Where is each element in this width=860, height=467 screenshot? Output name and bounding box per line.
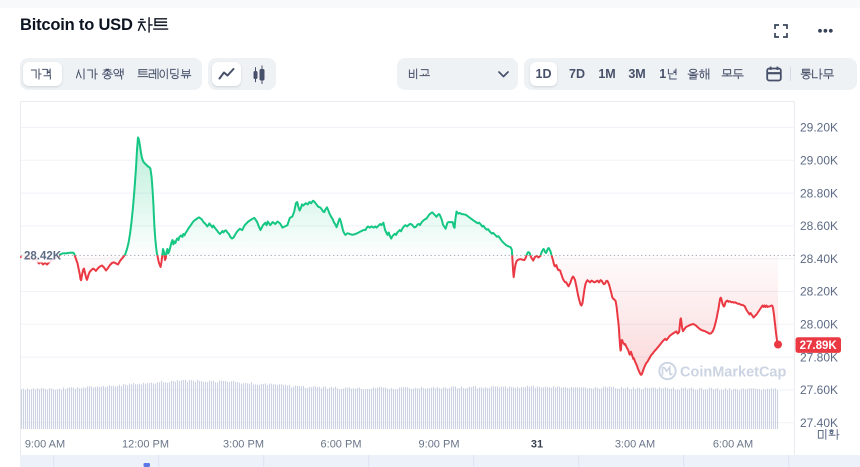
svg-text:28.00K: 28.00K: [800, 318, 838, 332]
svg-text:27.80K: 27.80K: [800, 350, 838, 364]
svg-text:28.20K: 28.20K: [800, 285, 838, 299]
svg-text:29.00K: 29.00K: [800, 154, 838, 168]
svg-text:28.40K: 28.40K: [800, 252, 838, 266]
svg-text:28.60K: 28.60K: [800, 219, 838, 233]
svg-text:12:00 PM: 12:00 PM: [122, 439, 169, 451]
svg-text:3:00 PM: 3:00 PM: [223, 439, 264, 451]
svg-text:9:00 AM: 9:00 AM: [25, 439, 65, 451]
svg-text:31: 31: [531, 439, 543, 451]
svg-text:3:00 AM: 3:00 AM: [615, 439, 655, 451]
svg-text:6:00 PM: 6:00 PM: [321, 439, 362, 451]
svg-text:6:00 AM: 6:00 AM: [713, 439, 753, 451]
svg-text:27.40K: 27.40K: [800, 416, 838, 430]
svg-text:29.20K: 29.20K: [800, 121, 838, 135]
svg-text:27.60K: 27.60K: [800, 383, 838, 397]
svg-text:9:00 PM: 9:00 PM: [419, 439, 460, 451]
svg-text:CoinMarketCap: CoinMarketCap: [680, 365, 786, 381]
svg-text:28.42K: 28.42K: [24, 251, 62, 263]
svg-text:28.80K: 28.80K: [800, 186, 838, 200]
svg-text:27.89K: 27.89K: [800, 340, 838, 352]
